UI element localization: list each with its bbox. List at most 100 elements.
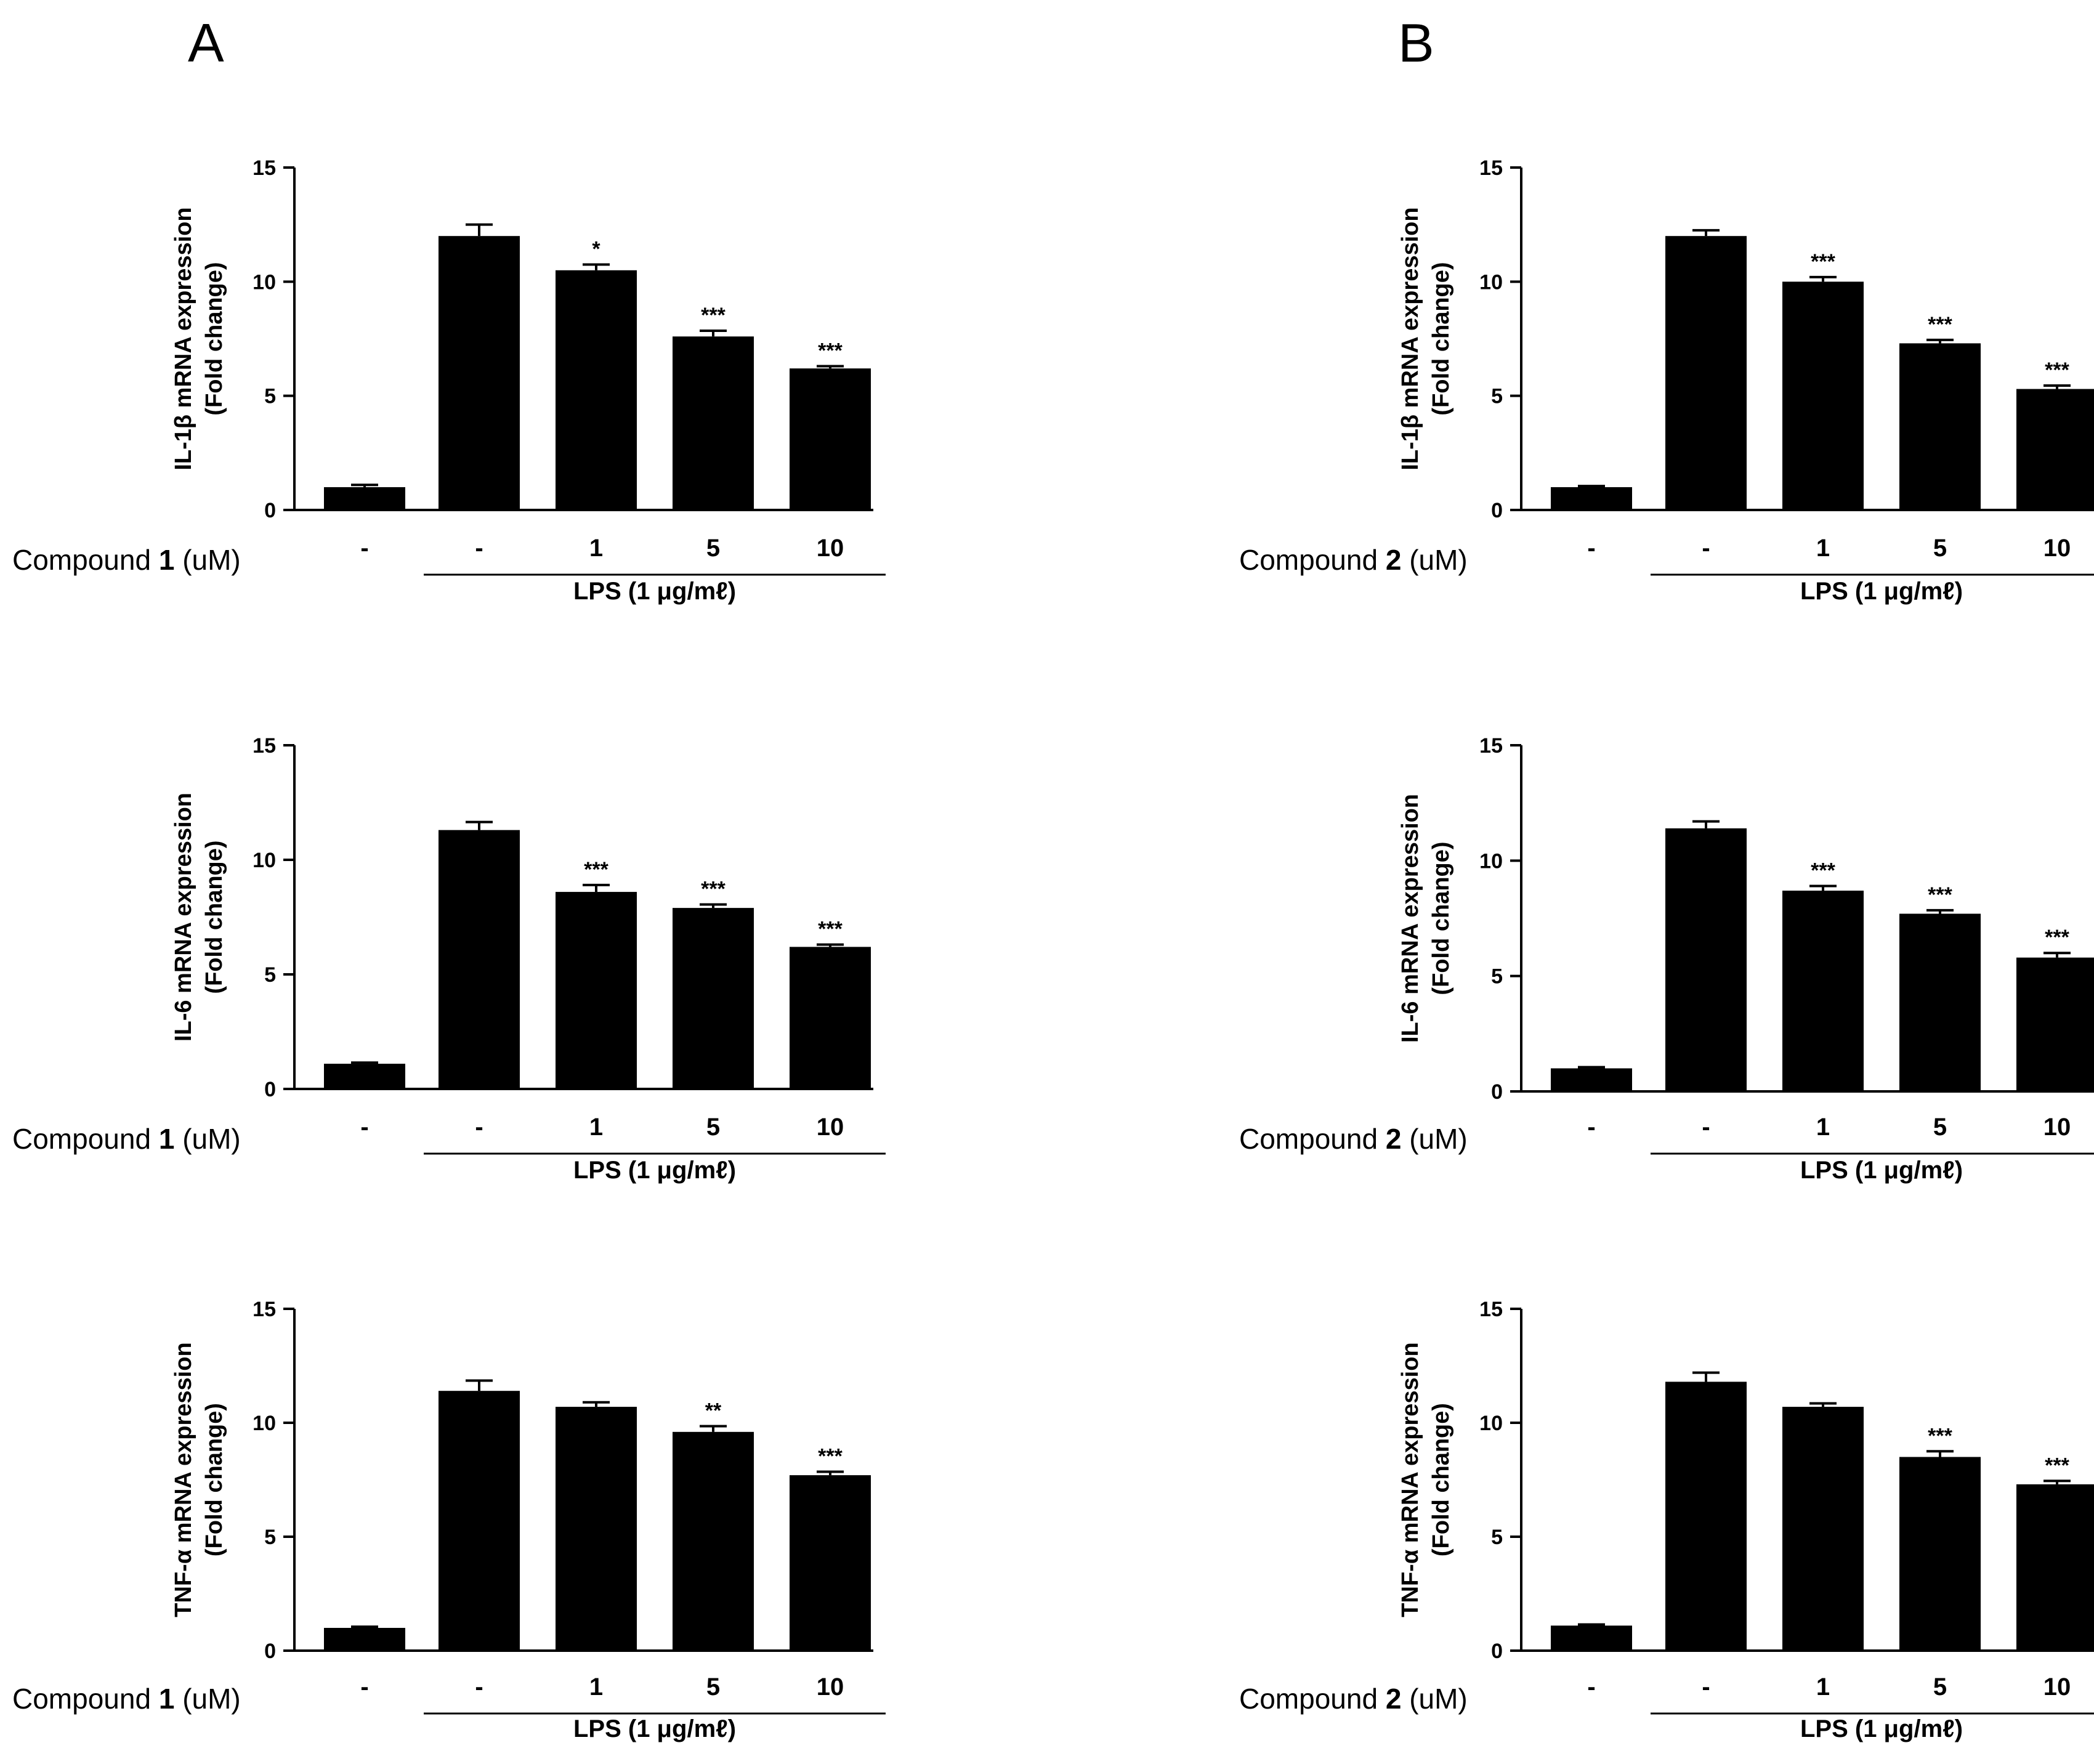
significance-mark: *** bbox=[1928, 1424, 1952, 1447]
significance-mark: *** bbox=[2045, 1454, 2069, 1477]
bar bbox=[1899, 1457, 1981, 1651]
lps-label: LPS (1 μg/mℓ) bbox=[1800, 578, 1963, 605]
lps-label: LPS (1 μg/mℓ) bbox=[573, 1157, 736, 1184]
y-tick-label: 0 bbox=[264, 499, 276, 522]
compound-unit: (uM) bbox=[174, 1123, 240, 1155]
y-axis-title: IL-6 mRNA expression bbox=[1397, 794, 1423, 1043]
y-tick-label: 10 bbox=[1479, 849, 1503, 873]
category-label: 10 bbox=[2043, 535, 2071, 562]
y-axis-title: IL-6 mRNA expression bbox=[171, 793, 196, 1042]
category-label: - bbox=[1702, 1114, 1710, 1141]
compound-prefix: Compound bbox=[1239, 544, 1386, 576]
bar bbox=[1551, 1068, 1632, 1091]
bar bbox=[1782, 281, 1864, 510]
category-label: - bbox=[1587, 1673, 1595, 1701]
category-label: 1 bbox=[1816, 1673, 1830, 1701]
compound-row-label: Compound 2 (uM) bbox=[1239, 544, 1468, 576]
significance-mark: *** bbox=[818, 339, 843, 362]
y-axis-subtitle: (Fold change) bbox=[201, 840, 227, 993]
bar bbox=[2016, 389, 2094, 510]
bar bbox=[673, 908, 754, 1089]
compound-unit: (uM) bbox=[174, 544, 240, 576]
bar bbox=[1899, 343, 1981, 510]
compound-number: 1 bbox=[159, 544, 175, 576]
significance-mark: *** bbox=[1811, 250, 1835, 273]
category-label: 10 bbox=[2043, 1114, 2071, 1141]
bar bbox=[324, 1628, 405, 1651]
bar bbox=[1665, 1382, 1747, 1651]
bar bbox=[790, 1475, 871, 1651]
compound-number: 2 bbox=[1386, 1123, 1402, 1155]
category-label: 5 bbox=[706, 1673, 720, 1701]
y-tick-label: 15 bbox=[253, 734, 276, 758]
category-label: 10 bbox=[817, 535, 844, 562]
compound-row-label: Compound 1 (uM) bbox=[12, 1683, 241, 1715]
y-axis-title: IL-1β mRNA expression bbox=[1397, 207, 1423, 470]
compound-prefix: Compound bbox=[1239, 1123, 1386, 1155]
significance-mark: *** bbox=[584, 858, 608, 881]
bar bbox=[439, 830, 520, 1089]
bar bbox=[790, 947, 871, 1089]
y-tick-label: 10 bbox=[253, 1412, 276, 1435]
y-axis-subtitle: (Fold change) bbox=[1428, 262, 1454, 415]
y-tick-label: 0 bbox=[1491, 1640, 1503, 1663]
bar bbox=[324, 487, 405, 510]
bar bbox=[1665, 236, 1747, 510]
bar bbox=[556, 892, 637, 1089]
y-tick-label: 5 bbox=[264, 1526, 276, 1549]
lps-label: LPS (1 μg/mℓ) bbox=[1800, 1157, 1963, 1184]
compound-number: 1 bbox=[159, 1683, 175, 1715]
category-label: 5 bbox=[1933, 535, 1947, 562]
category-label: - bbox=[475, 1114, 483, 1141]
y-axis-subtitle: (Fold change) bbox=[201, 262, 227, 415]
category-label: - bbox=[1702, 535, 1710, 562]
y-axis-title: IL-1β mRNA expression bbox=[171, 207, 196, 470]
y-tick-label: 5 bbox=[1491, 385, 1503, 408]
significance-mark: *** bbox=[2045, 926, 2069, 949]
bar bbox=[1782, 1407, 1864, 1651]
category-label: - bbox=[360, 1673, 368, 1701]
bar bbox=[324, 1064, 405, 1089]
category-label: - bbox=[1702, 1673, 1710, 1701]
category-label: - bbox=[360, 1114, 368, 1141]
y-axis-title: TNF-α mRNA expression bbox=[171, 1342, 196, 1617]
category-label: - bbox=[475, 1673, 483, 1701]
bar bbox=[790, 368, 871, 510]
bar bbox=[439, 236, 520, 510]
significance-mark: *** bbox=[818, 918, 843, 941]
y-axis-subtitle: (Fold change) bbox=[201, 1403, 227, 1556]
bar bbox=[1551, 487, 1632, 510]
compound-unit: (uM) bbox=[174, 1683, 240, 1715]
y-tick-label: 5 bbox=[264, 963, 276, 987]
y-tick-label: 15 bbox=[1479, 1298, 1503, 1321]
y-tick-label: 15 bbox=[1479, 734, 1503, 758]
y-tick-label: 5 bbox=[264, 385, 276, 408]
compound-prefix: Compound bbox=[12, 1683, 159, 1715]
category-label: 1 bbox=[1816, 1114, 1830, 1141]
panel-label-a: A bbox=[188, 12, 224, 73]
y-axis-title: TNF-α mRNA expression bbox=[1397, 1342, 1423, 1617]
category-label: 5 bbox=[1933, 1114, 1947, 1141]
category-label: - bbox=[360, 535, 368, 562]
compound-unit: (uM) bbox=[1401, 544, 1467, 576]
significance-mark: * bbox=[592, 238, 600, 261]
y-tick-label: 0 bbox=[264, 1078, 276, 1101]
significance-mark: *** bbox=[701, 304, 726, 327]
bar bbox=[673, 1431, 754, 1651]
bar bbox=[556, 270, 637, 510]
compound-prefix: Compound bbox=[12, 1123, 159, 1155]
significance-mark: *** bbox=[2045, 358, 2069, 382]
category-label: 5 bbox=[1933, 1673, 1947, 1701]
category-label: 10 bbox=[817, 1114, 844, 1141]
y-tick-label: 10 bbox=[253, 849, 276, 872]
significance-mark: *** bbox=[818, 1445, 843, 1468]
lps-label: LPS (1 μg/mℓ) bbox=[573, 578, 736, 605]
bar bbox=[2016, 1484, 2094, 1651]
category-label: - bbox=[1587, 1114, 1595, 1141]
bar bbox=[2016, 957, 2094, 1091]
significance-mark: *** bbox=[1811, 859, 1835, 883]
